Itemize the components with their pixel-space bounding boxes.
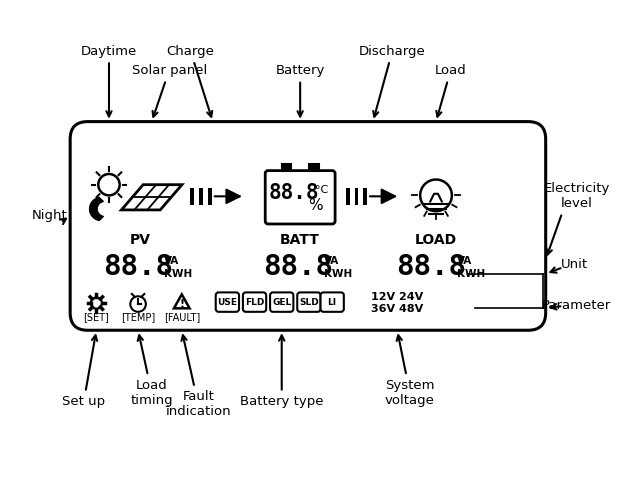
Text: Load
timing: Load timing [130, 335, 173, 407]
Text: VA: VA [458, 256, 472, 266]
FancyBboxPatch shape [265, 170, 335, 224]
FancyBboxPatch shape [270, 292, 293, 312]
Text: 88.8: 88.8 [269, 183, 319, 204]
FancyBboxPatch shape [216, 292, 239, 312]
Text: PV: PV [130, 233, 151, 247]
Text: LI: LI [327, 298, 337, 307]
Text: Battery type: Battery type [240, 336, 324, 408]
Bar [208, 188, 212, 205]
Bar [355, 188, 358, 205]
Text: Battery: Battery [275, 64, 325, 117]
Text: 88.8: 88.8 [103, 253, 173, 281]
Text: Fault
indication: Fault indication [166, 335, 231, 419]
Text: Unit: Unit [561, 258, 588, 271]
Text: 12V 24V
36V 48V: 12V 24V 36V 48V [371, 292, 423, 314]
Text: !: ! [179, 299, 184, 309]
Polygon shape [89, 197, 104, 220]
Text: Daytime: Daytime [81, 45, 137, 117]
Text: Parameter: Parameter [542, 300, 611, 312]
Text: FLD: FLD [245, 298, 264, 307]
Bar [363, 188, 367, 205]
Bar [190, 188, 195, 205]
Text: BATT: BATT [280, 233, 320, 247]
FancyBboxPatch shape [70, 121, 546, 330]
Text: VA: VA [164, 256, 180, 266]
Bar [199, 188, 203, 205]
Text: Discharge: Discharge [359, 45, 426, 117]
FancyBboxPatch shape [243, 292, 266, 312]
Text: Night: Night [32, 209, 67, 222]
Text: [FAULT]: [FAULT] [164, 312, 200, 322]
Text: KWH: KWH [458, 269, 485, 279]
Text: GEL: GEL [272, 298, 291, 307]
Bar [309, 164, 319, 170]
Text: SLD: SLD [299, 298, 319, 307]
Text: 88.8: 88.8 [264, 253, 333, 281]
Bar [281, 164, 291, 170]
Text: Set up: Set up [62, 336, 105, 408]
Text: [TEMP]: [TEMP] [121, 312, 155, 322]
Text: VA: VA [324, 256, 340, 266]
Text: °C: °C [315, 184, 328, 194]
Text: KWH: KWH [164, 269, 193, 279]
Text: %: % [308, 198, 323, 213]
Text: Solar panel: Solar panel [131, 64, 207, 117]
Text: 88.8: 88.8 [396, 253, 466, 281]
FancyBboxPatch shape [321, 292, 344, 312]
Bar [346, 188, 350, 205]
Text: LOAD: LOAD [415, 233, 457, 247]
Text: Electricity
level: Electricity level [544, 182, 610, 210]
Text: System
voltage: System voltage [385, 335, 435, 407]
Text: Load: Load [435, 64, 466, 117]
Text: KWH: KWH [324, 269, 353, 279]
Text: Charge: Charge [167, 45, 215, 117]
Text: [SET]: [SET] [84, 312, 109, 322]
FancyBboxPatch shape [297, 292, 321, 312]
Text: USE: USE [218, 298, 237, 307]
